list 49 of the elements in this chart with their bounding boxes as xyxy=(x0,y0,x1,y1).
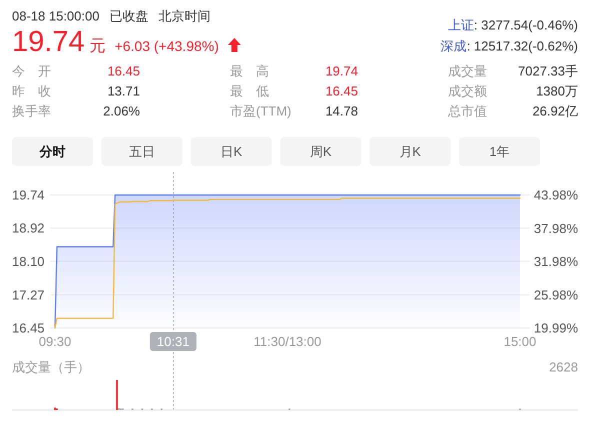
text: +6.03 (+43.98%) xyxy=(114,38,219,54)
text: 16.45 xyxy=(107,64,140,78)
text: 16.45 xyxy=(325,84,358,98)
y2-tick-label: 31.98% xyxy=(534,254,578,270)
x-tick-label: 11:30/13:00 xyxy=(254,334,322,349)
text: 五日 xyxy=(128,144,155,159)
text: 成交额 xyxy=(448,84,487,98)
text: 周K xyxy=(310,144,332,159)
text: 成交量 xyxy=(448,64,487,78)
text: 深成 xyxy=(440,38,467,54)
y2-tick-label: 37.98% xyxy=(534,220,578,236)
y-axis-title: 成交量（手） xyxy=(12,360,90,374)
text: 已收盘 xyxy=(109,8,148,24)
text: 1380万 xyxy=(536,84,578,98)
text: 13.71 xyxy=(107,84,140,98)
text: 日K xyxy=(220,144,242,159)
y-tick-label: 19.74 xyxy=(12,188,45,202)
y-tick-label: 16.45 xyxy=(12,320,45,336)
text: 分时 xyxy=(38,144,66,159)
x-tick-label: 09:30 xyxy=(38,334,72,349)
text: 7027.33手 xyxy=(518,64,578,78)
text: 上证 xyxy=(448,18,474,32)
text: 元 xyxy=(90,38,106,55)
y2-tick-label: 25.98% xyxy=(534,287,578,302)
text: 14.78 xyxy=(325,104,358,118)
text: 08-18 15:00:00 xyxy=(12,8,100,24)
text: 2628 xyxy=(549,360,578,374)
y2-tick-label: 43.98% xyxy=(534,188,578,202)
x-tick-label: 10:31 xyxy=(156,334,190,349)
text: 最 低 xyxy=(230,84,269,98)
y-tick-label: 18.10 xyxy=(12,254,45,269)
y-tick-label: 18.92 xyxy=(12,220,45,236)
text: 总市值 xyxy=(447,104,487,118)
y2-tick-label: 19.99% xyxy=(534,320,578,336)
text: 今 开 xyxy=(12,64,51,78)
text: 昨 收 xyxy=(12,84,51,98)
text: : 3277.54(-0.46%) xyxy=(474,18,578,32)
y-tick-label: 17.27 xyxy=(12,287,45,302)
text: 1年 xyxy=(489,144,510,159)
text: 换手率 xyxy=(12,104,51,118)
text: 19.74 xyxy=(325,64,358,78)
text: 26.92亿 xyxy=(532,104,578,118)
text: 市盈(TTM) xyxy=(230,104,292,118)
x-tick-label: 15:00 xyxy=(504,334,536,349)
text: 最 高 xyxy=(230,64,269,78)
text: 月K xyxy=(399,144,422,159)
text: 北京时间 xyxy=(158,8,210,24)
text: : 12517.32(-0.62%) xyxy=(466,38,578,54)
text: 2.06% xyxy=(103,104,140,118)
